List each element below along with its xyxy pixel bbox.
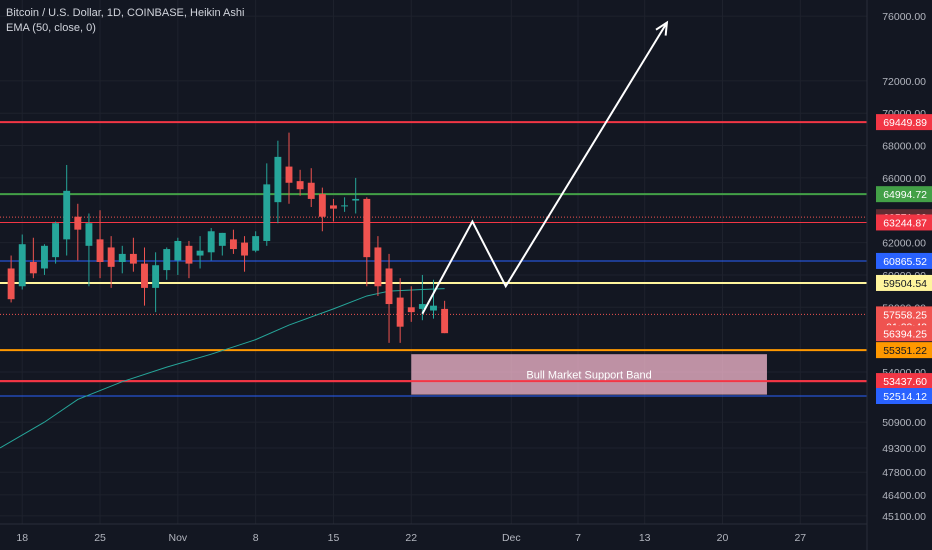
candle-body	[196, 250, 204, 256]
time-tick-label: 13	[639, 532, 651, 544]
time-tick-label: 15	[328, 532, 340, 544]
candle-body	[430, 305, 437, 311]
candle-body	[218, 232, 226, 246]
price-tag-box	[876, 388, 932, 405]
price-tag-label: 55351.22	[883, 345, 927, 357]
price-tag-box	[876, 325, 932, 342]
support-band-label: Bull Market Support Band	[526, 369, 651, 381]
price-tick-label: 76000.00	[882, 11, 926, 23]
candle-body	[330, 205, 337, 209]
time-tick-label: Dec	[502, 532, 521, 544]
price-tag-label: 56394.25	[883, 328, 927, 340]
time-tick-label: 27	[794, 532, 806, 544]
price-tick-label: 62000.00	[882, 238, 926, 250]
candle-body	[107, 247, 115, 267]
candle-body	[207, 231, 215, 253]
price-tick-label: 49300.00	[882, 443, 926, 455]
candle-body	[185, 245, 193, 264]
candle-body	[41, 245, 48, 269]
time-tick-label: 20	[717, 532, 729, 544]
price-tick-label: 72000.00	[882, 76, 926, 88]
candle-body	[18, 244, 26, 287]
candle-body	[29, 262, 37, 274]
price-tick-label: 50900.00	[882, 417, 926, 429]
time-tick-label: 7	[575, 532, 581, 544]
candle-body	[241, 242, 248, 256]
price-tag-label: 64994.72	[883, 189, 927, 201]
candle-body	[341, 205, 349, 207]
indicator-title[interactable]: EMA (50, close, 0)	[6, 22, 96, 34]
candle-body	[307, 182, 315, 199]
candle-body	[407, 307, 415, 313]
candle-body	[174, 240, 182, 261]
arrow-head	[655, 20, 669, 36]
price-tick-label: 47800.00	[882, 467, 926, 479]
candle-body	[374, 247, 382, 287]
candle-body	[85, 223, 93, 246]
candle-body	[285, 166, 293, 183]
candle-body	[263, 184, 271, 241]
price-tag-box	[876, 274, 932, 291]
chart-legend: Bitcoin / U.S. Dollar, 1D, COINBASE, Hei…	[6, 6, 244, 36]
price-tag-box	[876, 214, 932, 231]
candle-body	[52, 223, 60, 258]
price-tag-box	[876, 114, 932, 131]
support-band: Bull Market Support Band	[0, 354, 867, 395]
candle-body	[74, 216, 82, 230]
price-tag-label: 52514.12	[883, 391, 927, 403]
time-tick-label: Nov	[169, 532, 188, 544]
projection-arrow	[421, 20, 669, 315]
candle-body	[441, 308, 449, 334]
candle-body	[252, 236, 260, 251]
candle-body	[396, 297, 404, 327]
candle-body	[163, 249, 171, 271]
time-tick-label: 8	[253, 532, 259, 544]
price-tick-label: 66000.00	[882, 173, 926, 185]
price-tag-label: 69449.89	[883, 117, 927, 129]
price-tag-box	[876, 342, 932, 359]
price-tag-box	[876, 252, 932, 269]
candle-body	[129, 253, 137, 264]
price-tag-box	[876, 373, 932, 390]
candle-body	[418, 304, 426, 309]
candle-body	[96, 239, 104, 262]
price-tag-label: 60865.52	[883, 256, 927, 268]
time-tick-label: 25	[94, 532, 106, 544]
candle-body	[363, 198, 371, 258]
candle-body	[63, 190, 71, 240]
candle-body	[152, 265, 160, 288]
candle-body	[229, 239, 237, 250]
price-tags: 69449.8964994.7263571.2963244.8760865.52…	[876, 114, 932, 405]
price-tick-label: 45100.00	[882, 511, 926, 523]
price-tick-label: 68000.00	[882, 141, 926, 153]
symbol-title[interactable]: Bitcoin / U.S. Dollar, 1D, COINBASE, Hei…	[6, 7, 245, 19]
price-tag-label: 59504.54	[883, 278, 927, 290]
price-tick-label: 46400.00	[882, 490, 926, 502]
candle-body	[141, 263, 148, 288]
price-tag-box	[876, 186, 932, 203]
price-tag-box	[876, 306, 932, 323]
candle-body	[352, 198, 360, 201]
price-tag-label: 63244.87	[883, 217, 927, 229]
time-tick-label: 22	[405, 532, 417, 544]
candles	[7, 132, 449, 343]
support-band-rect	[411, 354, 767, 395]
time-axis[interactable]: 18 25 Nov 8 15 22 Dec 7 13 20 27	[0, 523, 867, 544]
candle-body	[274, 156, 282, 203]
candle-body	[118, 253, 126, 262]
price-tag-label: 53437.60	[883, 376, 927, 388]
candle-body	[7, 268, 15, 300]
projection-line	[421, 22, 668, 315]
price-tag-label: 57558.25	[883, 309, 927, 321]
candle-body	[318, 194, 326, 217]
candle-body	[385, 268, 393, 305]
time-tick-label: 18	[16, 532, 28, 544]
candle-body	[296, 181, 304, 190]
